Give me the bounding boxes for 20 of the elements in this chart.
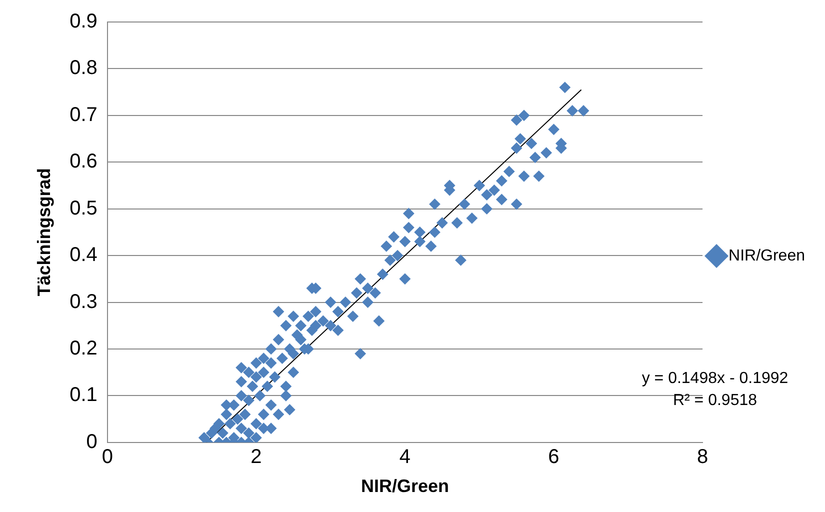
y-tick-label: 0.8 xyxy=(70,57,98,80)
x-tick-label: 2 xyxy=(250,446,262,468)
x-axis-title: NIR/Green xyxy=(360,476,449,496)
y-tick-label: 0.4 xyxy=(70,244,98,266)
y-tick-label: 0.1 xyxy=(70,384,98,406)
x-tick-label: 4 xyxy=(399,446,411,468)
y-tick-label: 0.6 xyxy=(70,150,98,173)
annotation: R² = 0.9518 xyxy=(672,391,758,411)
x-tick-label: 0 xyxy=(102,446,113,468)
annotation: y = 0.1498x - 0.1992 xyxy=(640,369,790,389)
legend-label: NIR/Green xyxy=(728,247,805,264)
y-tick-label: 0.7 xyxy=(70,104,98,126)
y-tick-label: 0.5 xyxy=(70,197,98,220)
y-tick-label: 0.3 xyxy=(70,290,98,313)
y-tick-label: 0.2 xyxy=(70,337,98,360)
y-tick-label: 0.9 xyxy=(70,10,98,33)
x-tick-label: 6 xyxy=(548,446,560,468)
y-axis-title: Täckningsgrad xyxy=(34,168,54,296)
y-tick-label: 0 xyxy=(86,430,98,453)
x-tick-label: 8 xyxy=(696,446,708,468)
